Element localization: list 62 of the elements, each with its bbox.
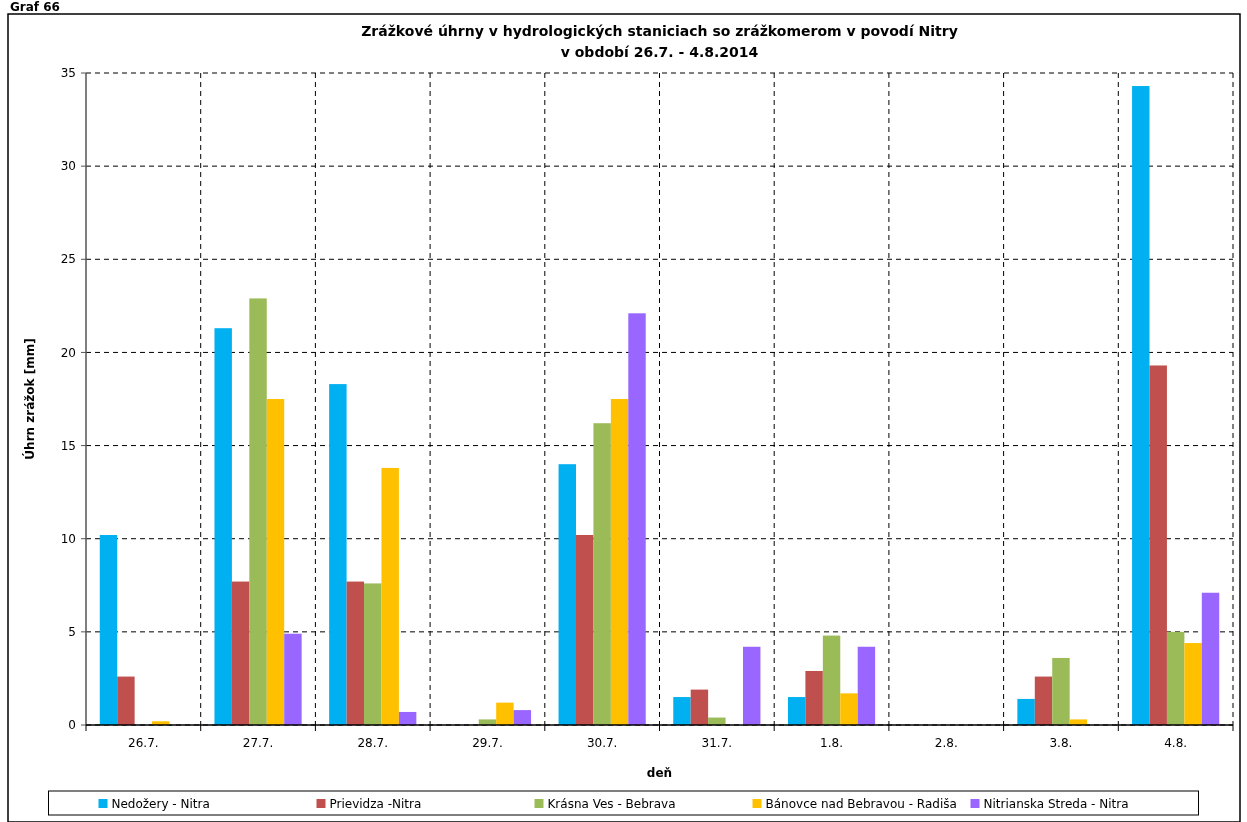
bar <box>628 313 646 725</box>
bar <box>558 464 576 725</box>
legend-label: Krásna Ves - Bebrava <box>547 796 676 811</box>
y-tick-label: 25 <box>60 252 76 267</box>
x-tick-label: 26.7. <box>128 736 159 750</box>
bar <box>381 467 399 725</box>
y-tick-label: 5 <box>68 625 76 640</box>
bar <box>840 693 858 725</box>
bar <box>513 710 532 725</box>
x-tick-label: 31.7. <box>701 736 733 750</box>
legend-label: Nedožery - Nitra <box>111 796 210 811</box>
bar <box>346 581 365 725</box>
bar <box>1034 676 1053 725</box>
y-tick-label: 15 <box>60 438 76 453</box>
bar <box>610 399 629 725</box>
bar <box>576 534 594 725</box>
x-tick-label: 4.8. <box>1164 736 1188 750</box>
bar <box>1017 698 1035 725</box>
bar <box>1201 592 1220 725</box>
bar <box>1149 365 1167 725</box>
x-tick-label: 28.7. <box>357 736 389 750</box>
y-tick-label: 20 <box>60 345 76 360</box>
bar <box>1132 86 1150 725</box>
x-axis-title: deň <box>646 766 673 780</box>
bar <box>593 423 611 725</box>
bar <box>284 633 302 725</box>
bar <box>1052 657 1070 725</box>
bar <box>805 670 823 725</box>
x-tick-label: 1.8. <box>820 736 843 750</box>
bar <box>329 384 347 725</box>
bar <box>117 676 135 725</box>
bar <box>214 328 232 725</box>
bar <box>496 702 514 725</box>
bar <box>743 646 761 725</box>
bar <box>398 711 417 725</box>
text: Graf 66 <box>10 0 60 14</box>
bar <box>231 581 250 725</box>
y-tick-label: 10 <box>60 531 76 546</box>
bar <box>690 689 709 725</box>
y-tick-label: 30 <box>60 159 76 174</box>
bar <box>857 646 876 725</box>
legend-label: Bánovce nad Bebravou - Radiša <box>765 796 957 811</box>
x-tick-label: 2.8. <box>934 736 958 750</box>
bar <box>249 298 267 725</box>
bar <box>822 635 841 725</box>
bar <box>787 697 806 725</box>
x-tick-label: 3.8. <box>1049 736 1073 750</box>
bar <box>1184 643 1202 725</box>
bar <box>266 399 285 725</box>
legend-label: Nitrianska Streda - Nitra <box>983 796 1129 811</box>
y-tick-label: 0 <box>68 718 76 733</box>
bar <box>364 583 382 725</box>
chart-title: Zrážkové úhrny v hydrologických staniciach so zrážkomerom v povodí Nitry v období 26.7. - 4.8.2014 <box>361 23 958 60</box>
y-axis-title: Úhrn zrážok [mm] <box>22 338 37 460</box>
legend-label: Prievidza -Nitra <box>329 796 422 811</box>
bar <box>1166 631 1185 725</box>
bar <box>673 697 691 725</box>
x-tick-label: 30.7. <box>586 736 618 750</box>
x-tick-label: 29.7. <box>472 736 503 750</box>
x-tick-label: 27.7. <box>242 736 274 750</box>
bar <box>99 534 118 725</box>
y-tick-label: 35 <box>60 66 76 81</box>
